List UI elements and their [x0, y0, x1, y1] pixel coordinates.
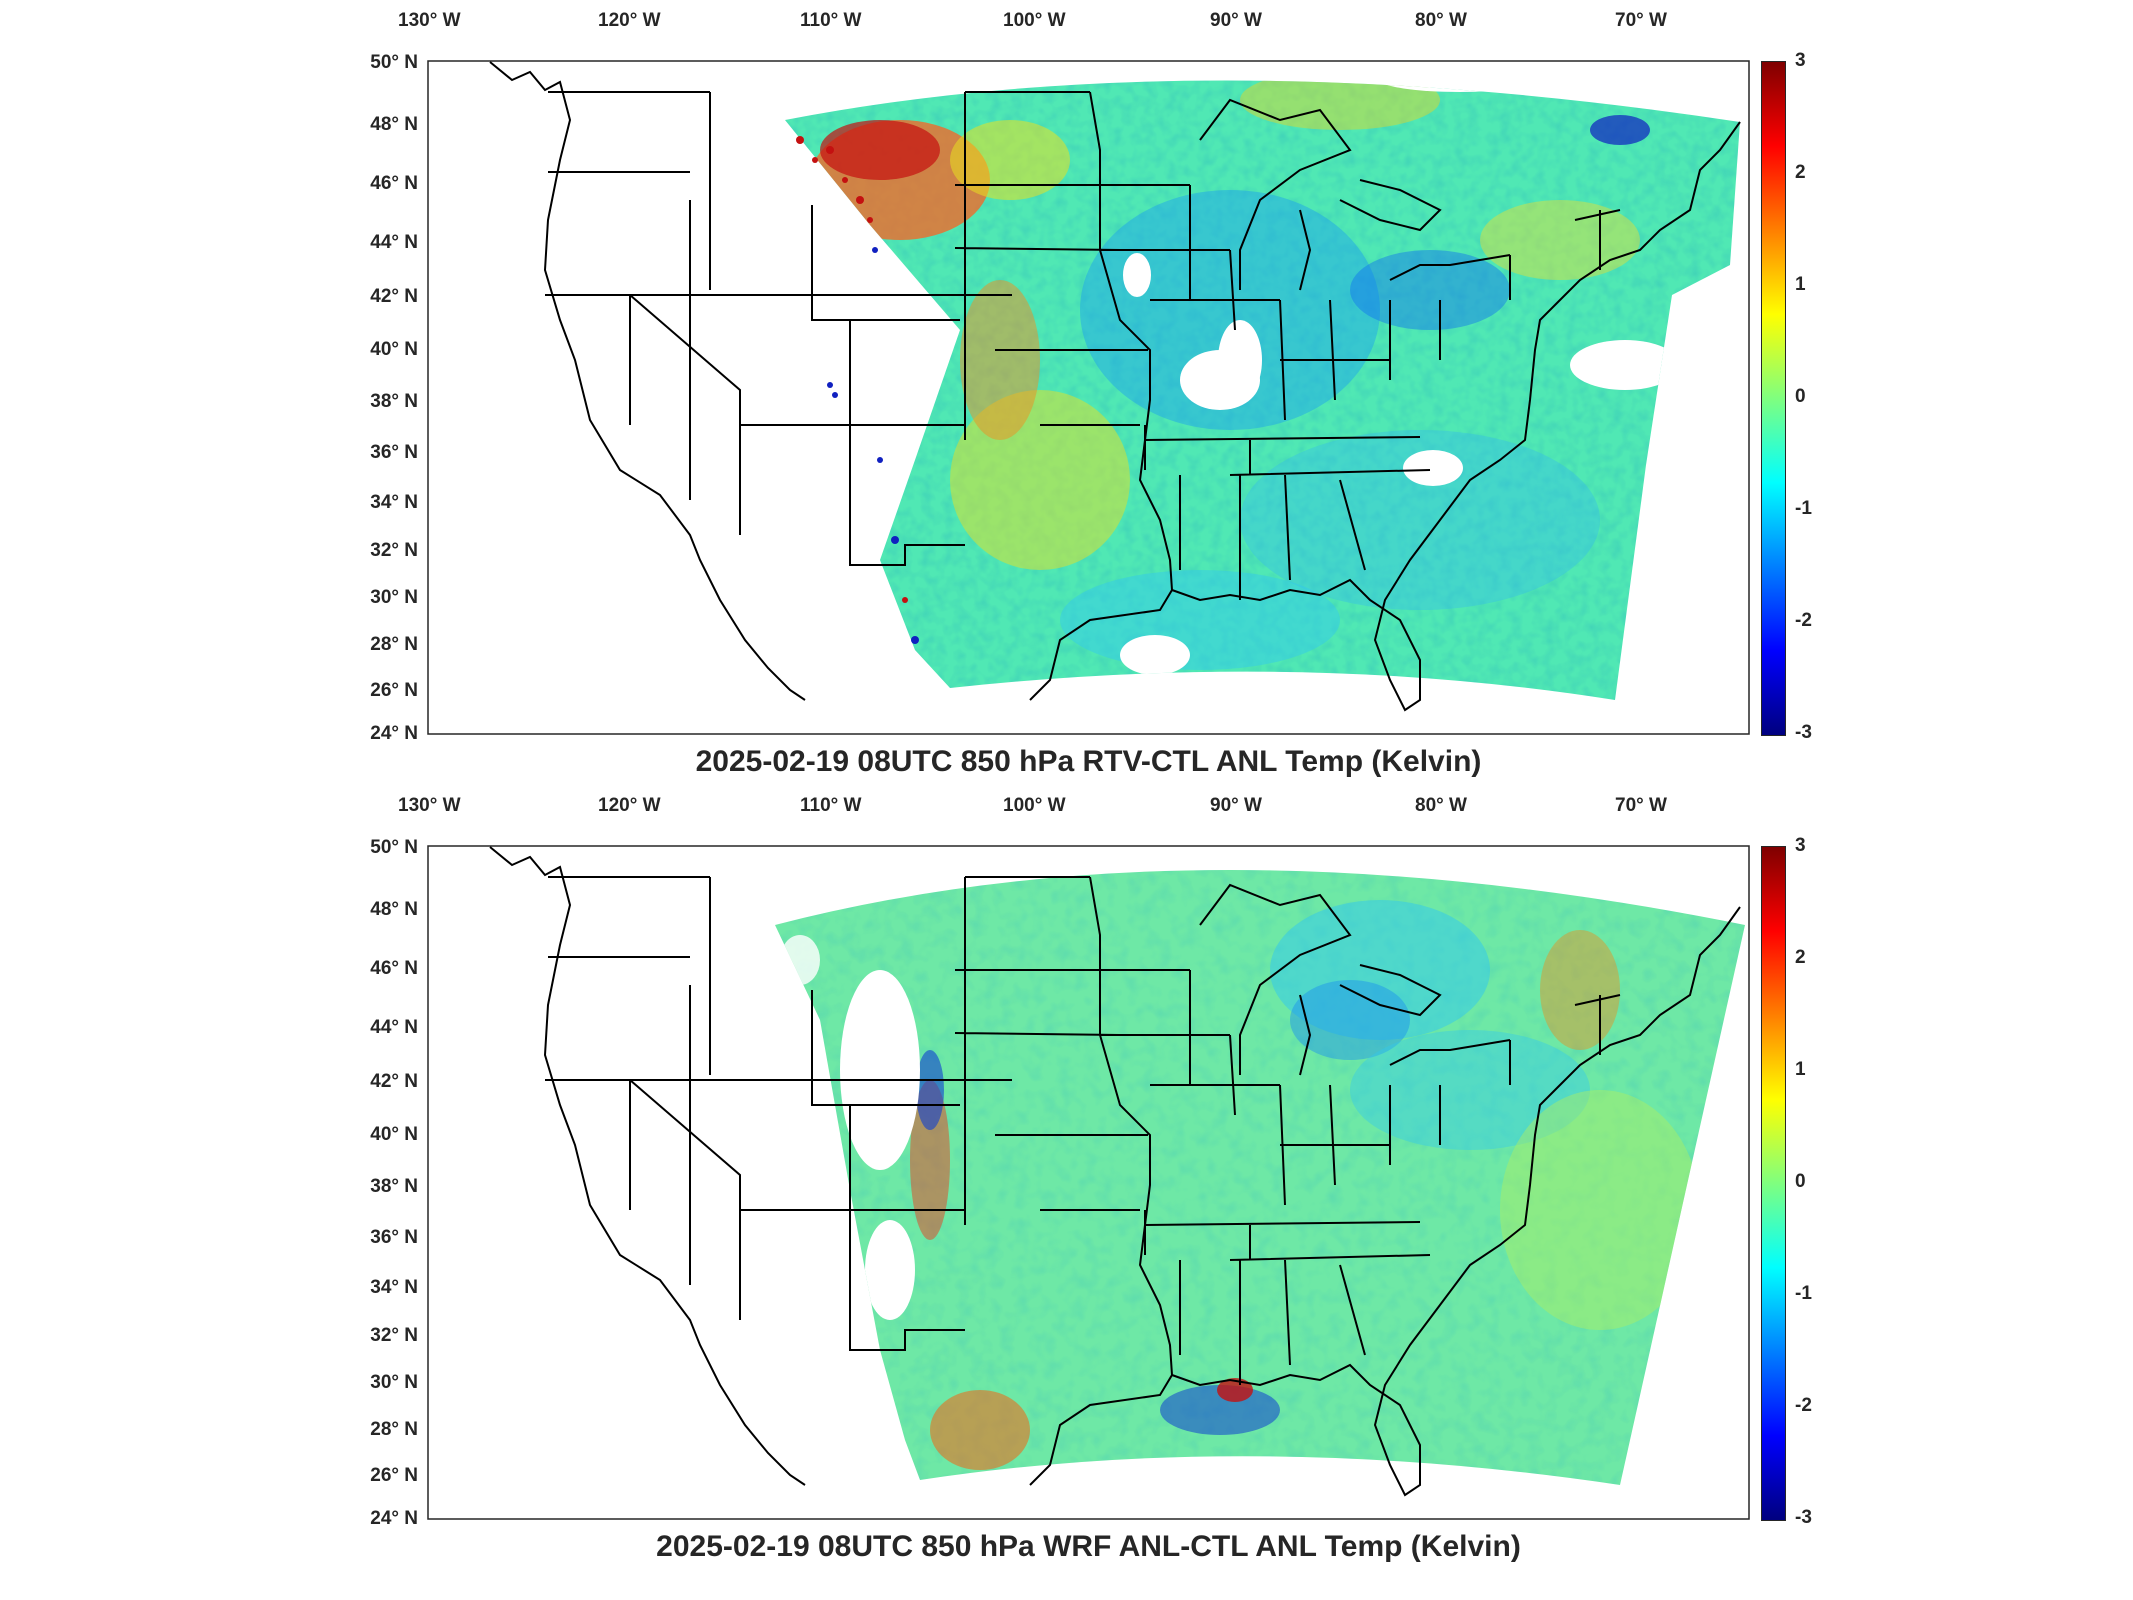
- colorbar-tick-1: 1: [1795, 274, 1806, 295]
- lat-label-30n: 30° N: [370, 1372, 418, 1393]
- lon-label-70w: 70° W: [1615, 795, 1667, 816]
- lat-label-26n: 26° N: [370, 1465, 418, 1486]
- lon-label-100w: 100° W: [1003, 10, 1066, 31]
- lon-label-120w: 120° W: [598, 795, 661, 816]
- lat-label-46n: 46° N: [370, 173, 418, 194]
- colorbar-tick-neg3: -3: [1795, 722, 1812, 743]
- colorbar-tick-2: 2: [1795, 162, 1806, 183]
- colorbar-tick-neg2: -2: [1795, 610, 1812, 631]
- lat-label-32n: 32° N: [370, 1325, 418, 1346]
- colorbar-tick-3: 3: [1795, 50, 1806, 71]
- lon-label-110w: 110° W: [800, 10, 862, 31]
- lon-label-130w: 130° W: [398, 10, 461, 31]
- lat-label-44n: 44° N: [370, 232, 418, 253]
- lon-label-90w: 90° W: [1210, 795, 1262, 816]
- lat-label-24n: 24° N: [370, 1508, 418, 1529]
- panel-title-top: 2025-02-19 08UTC 850 hPa RTV-CTL ANL Tem…: [695, 745, 1482, 778]
- lon-label-80w: 80° W: [1415, 795, 1467, 816]
- lat-label-46n: 46° N: [370, 958, 418, 979]
- boundaries-top: [489, 61, 1741, 712]
- map-panel-top: 130° W 120° W 110° W 100° W 90° W 80° W …: [0, 0, 2133, 790]
- colorbar-tick-3: 3: [1795, 835, 1806, 856]
- lat-label-36n: 36° N: [370, 1227, 418, 1248]
- lat-label-32n: 32° N: [370, 540, 418, 561]
- lat-label-40n: 40° N: [370, 1124, 418, 1145]
- lat-label-38n: 38° N: [370, 391, 418, 412]
- colorbar-tick-0: 0: [1795, 1171, 1806, 1192]
- lon-label-80w: 80° W: [1415, 10, 1467, 31]
- lon-label-110w: 110° W: [800, 795, 862, 816]
- lon-label-90w: 90° W: [1210, 10, 1262, 31]
- lat-label-34n: 34° N: [370, 1277, 418, 1298]
- map-panel-bottom: 130° W 120° W 110° W 100° W 90° W 80° W …: [0, 790, 2133, 1600]
- lon-label-100w: 100° W: [1003, 795, 1066, 816]
- colorbar-tick-neg1: -1: [1795, 498, 1812, 519]
- lat-label-42n: 42° N: [370, 286, 418, 307]
- lat-label-34n: 34° N: [370, 492, 418, 513]
- west-edge-speckle-top: [796, 136, 919, 644]
- colorbar-tick-0: 0: [1795, 386, 1806, 407]
- lat-label-36n: 36° N: [370, 442, 418, 463]
- map-plot-bottom: [427, 845, 1750, 1520]
- lat-label-50n: 50° N: [370, 52, 418, 73]
- lat-label-26n: 26° N: [370, 680, 418, 701]
- data-field-top: [785, 80, 1740, 700]
- colorbar-tick-1: 1: [1795, 1059, 1806, 1080]
- colorbar-bottom: [1761, 846, 1786, 1521]
- lat-label-28n: 28° N: [370, 634, 418, 655]
- lon-label-130w: 130° W: [398, 795, 461, 816]
- lat-label-38n: 38° N: [370, 1176, 418, 1197]
- colorbar-tick-2: 2: [1795, 947, 1806, 968]
- colorbar-tick-neg3: -3: [1795, 1507, 1812, 1528]
- lat-label-50n: 50° N: [370, 837, 418, 858]
- lat-label-44n: 44° N: [370, 1017, 418, 1038]
- boundaries-bottom: [489, 846, 1741, 1497]
- map-plot-top: [427, 60, 1750, 735]
- lat-label-48n: 48° N: [370, 899, 418, 920]
- lat-label-24n: 24° N: [370, 723, 418, 744]
- colorbar-top: [1761, 61, 1786, 736]
- colorbar-tick-neg2: -2: [1795, 1395, 1812, 1416]
- lat-label-30n: 30° N: [370, 587, 418, 608]
- panel-title-bottom: 2025-02-19 08UTC 850 hPa WRF ANL-CTL ANL…: [656, 1530, 1521, 1563]
- colorbar-tick-neg1: -1: [1795, 1283, 1812, 1304]
- lat-label-48n: 48° N: [370, 114, 418, 135]
- lon-label-70w: 70° W: [1615, 10, 1667, 31]
- lat-label-42n: 42° N: [370, 1071, 418, 1092]
- lat-label-28n: 28° N: [370, 1419, 418, 1440]
- lon-label-120w: 120° W: [598, 10, 661, 31]
- lat-label-40n: 40° N: [370, 339, 418, 360]
